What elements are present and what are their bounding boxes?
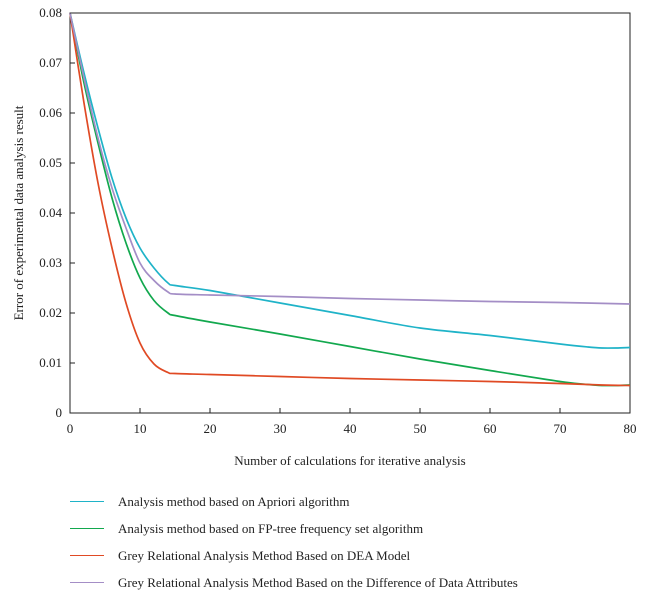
y-tick-label: 0.02 — [39, 305, 62, 320]
legend-swatch-apriori — [70, 501, 104, 502]
y-tick-label: 0.06 — [39, 105, 62, 120]
legend-swatch-data-attributes — [70, 582, 104, 583]
legend-label-apriori: Analysis method based on Apriori algorit… — [118, 493, 350, 509]
x-axis-ticks: 0 10 20 30 40 50 60 70 80 — [67, 408, 637, 436]
x-tick-label: 70 — [554, 421, 567, 436]
series-line-0 — [69, 12, 631, 349]
x-tick-label: 30 — [274, 421, 287, 436]
line-chart: 0 10 20 30 40 50 60 70 80 00.010.020.030.040.050… — [11, 5, 637, 468]
y-axis-title: Error of experimental data analysis resu… — [11, 105, 26, 320]
legend-swatch-fp-tree — [70, 528, 104, 529]
legend-item-apriori: Analysis method based on Apriori algorit… — [70, 488, 640, 515]
x-tick-label: 50 — [414, 421, 427, 436]
x-tick-label: 20 — [204, 421, 217, 436]
y-tick-label: 0.04 — [39, 205, 62, 220]
plot-frame — [69, 12, 631, 414]
legend-label-fp-tree: Analysis method based on FP-tree frequen… — [118, 520, 424, 536]
legend: Analysis method based on Apriori algorit… — [70, 488, 640, 596]
x-axis-title: Number of calculations for iterative ana… — [234, 453, 465, 468]
series-line-2 — [69, 12, 631, 387]
y-axis-ticks: 0 0.01 0.02 0.03 0.04 0.05 0.06 0.07 0.08 — [39, 5, 75, 420]
x-tick-label: 0 — [67, 421, 74, 436]
series-line-1 — [69, 12, 631, 387]
y-tick-label: 0.07 — [39, 55, 62, 70]
y-tick-label: 0.05 — [39, 155, 62, 170]
legend-item-dea: Grey Relational Analysis Method Based on… — [70, 542, 640, 569]
x-tick-label: 10 — [134, 421, 147, 436]
x-tick-label: 60 — [484, 421, 497, 436]
y-tick-label: 0.08 — [39, 5, 62, 20]
y-tick-label: 0.01 — [39, 355, 62, 370]
legend-item-data-attributes: Grey Relational Analysis Method Based on… — [70, 569, 640, 596]
legend-label-data-attributes: Grey Relational Analysis Method Based on… — [118, 574, 518, 590]
y-tick-label: 0.03 — [39, 255, 62, 270]
x-tick-label: 80 — [624, 421, 637, 436]
series-line-3 — [69, 12, 631, 305]
x-tick-label: 40 — [344, 421, 357, 436]
series-layer — [69, 12, 631, 387]
legend-item-fp-tree: Analysis method based on FP-tree frequen… — [70, 515, 640, 542]
y-tick-label: 0 — [56, 405, 63, 420]
legend-label-dea: Grey Relational Analysis Method Based on… — [118, 547, 411, 563]
legend-swatch-dea — [70, 555, 104, 556]
